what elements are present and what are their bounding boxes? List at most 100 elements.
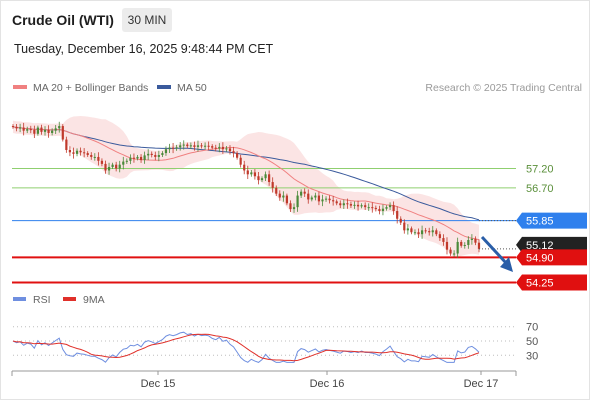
candle (314, 195, 317, 198)
candle (40, 127, 43, 132)
candle (346, 203, 349, 205)
candle (118, 164, 121, 169)
rsi-tick-label: 70 (526, 322, 538, 334)
candle (11, 126, 15, 128)
candle (449, 249, 452, 254)
candle (54, 128, 57, 131)
candle (364, 205, 367, 208)
candle (428, 231, 431, 233)
candle (339, 203, 342, 206)
candle (43, 129, 47, 132)
candle (236, 153, 239, 158)
candle (353, 204, 356, 206)
candle (275, 187, 278, 194)
candle (356, 204, 360, 207)
candle (51, 130, 54, 133)
ma20-line (12, 126, 480, 241)
candle (250, 172, 253, 175)
candle (374, 207, 377, 210)
candle (203, 145, 207, 147)
candle (253, 172, 256, 177)
support-tag-label: 54.90 (526, 252, 554, 264)
candle (161, 153, 164, 156)
candle (328, 198, 331, 201)
price-legend: MA 20 + Bollinger Bands MA 50 (13, 82, 207, 94)
last-price-tag-label: 55.12 (526, 240, 554, 252)
candle (164, 149, 168, 154)
candle (413, 232, 417, 234)
candle (136, 156, 139, 159)
candle (139, 156, 143, 161)
candle (360, 205, 363, 207)
candle (157, 155, 160, 157)
candle (477, 242, 481, 249)
legend-swatch (13, 85, 27, 89)
candle (86, 153, 89, 156)
timeframe-button[interactable]: 30 MIN (122, 8, 172, 32)
candle (168, 147, 171, 150)
candle (335, 201, 338, 204)
candle (303, 191, 306, 194)
candle (29, 129, 32, 131)
moving-averages (12, 126, 480, 241)
candle (232, 151, 235, 154)
bollinger-fill (13, 116, 479, 257)
rsi-legend-swatch (63, 297, 76, 301)
candle (26, 129, 29, 131)
pivot-tag-label: 55.85 (526, 216, 554, 228)
candle (65, 139, 68, 150)
candle (97, 156, 100, 161)
candle (211, 146, 214, 148)
candle (22, 127, 25, 131)
candle (445, 241, 449, 250)
candle (438, 234, 441, 239)
candle (129, 157, 132, 161)
time-axis: Dec 15 Dec 16 Dec 17 (11, 370, 517, 390)
candle (58, 126, 61, 129)
candle (296, 195, 299, 208)
candle (111, 164, 114, 167)
candle (36, 127, 40, 134)
candle (246, 170, 249, 175)
candle (282, 195, 285, 198)
candle (93, 156, 96, 158)
candle (321, 199, 324, 202)
candle (104, 163, 107, 171)
candle (371, 207, 374, 209)
candle (143, 155, 146, 161)
candle (420, 230, 424, 235)
pivot-tag-bg (516, 212, 587, 229)
candle (154, 155, 157, 157)
candle (417, 232, 420, 235)
rsi-line (12, 331, 480, 363)
candle (406, 228, 409, 231)
x-tick-label: Dec 17 (464, 378, 499, 390)
candle (200, 145, 203, 147)
candle (147, 153, 150, 156)
candle (182, 144, 185, 146)
candle (278, 193, 281, 198)
support-tag-label: 54.25 (526, 277, 554, 289)
legend-label: MA 50 (177, 82, 207, 94)
rsi-ma-line (12, 333, 480, 362)
candle (207, 145, 210, 147)
timestamp: Tuesday, December 16, 2025 9:48:44 PM CE… (14, 42, 274, 56)
candle (193, 145, 196, 147)
candle (68, 149, 72, 153)
candle (107, 166, 111, 171)
candle (324, 198, 328, 200)
rsi-panel: RSI 9MA 70 50 30 (12, 294, 538, 363)
candle (175, 147, 178, 149)
candle (15, 126, 18, 129)
candle (460, 241, 463, 246)
rsi-legend-swatch (13, 297, 26, 301)
forecast-arrow (480, 235, 513, 272)
rsi-tick-label: 30 (526, 350, 538, 362)
last-price-tag-bg (516, 236, 587, 253)
price-levels (12, 168, 516, 284)
candle (388, 205, 392, 208)
candle (396, 211, 399, 219)
candle (186, 144, 189, 147)
